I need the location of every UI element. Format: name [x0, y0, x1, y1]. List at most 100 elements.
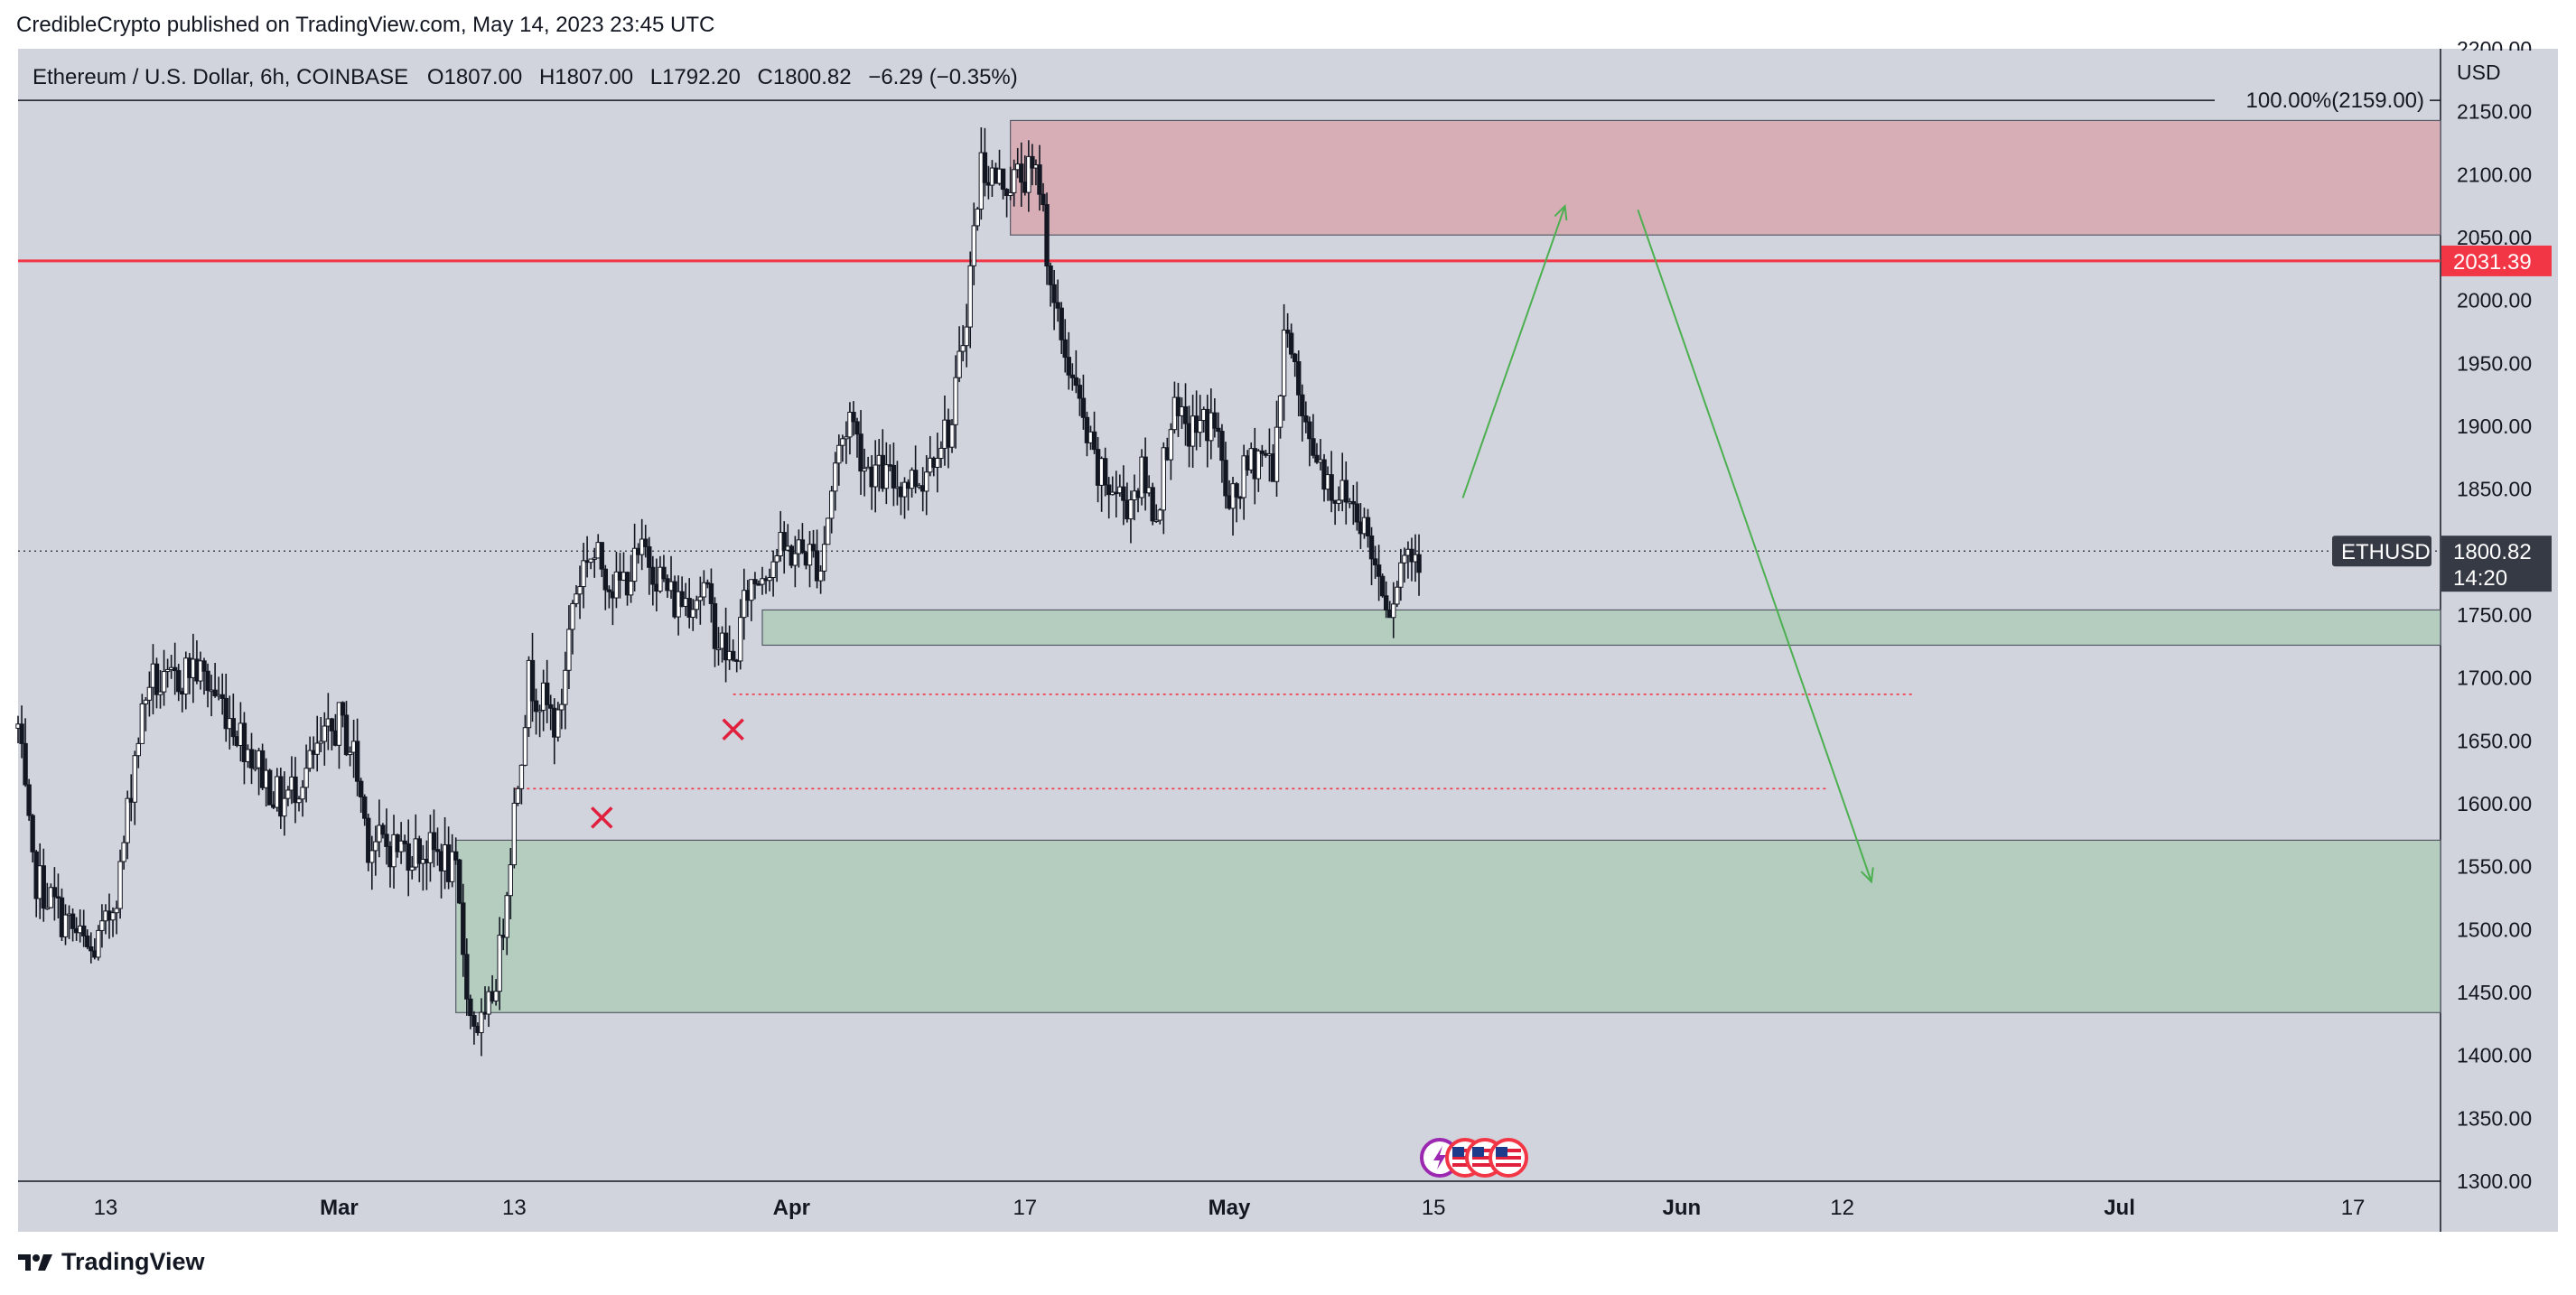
candle[interactable] — [1368, 526, 1375, 586]
candle[interactable] — [44, 882, 51, 910]
candle[interactable] — [486, 986, 491, 1028]
candle[interactable] — [230, 694, 237, 746]
us-flag-icon[interactable] — [1489, 1138, 1528, 1178]
candle[interactable] — [581, 543, 586, 609]
candle[interactable] — [282, 771, 287, 836]
candle[interactable] — [468, 994, 473, 1029]
candle[interactable] — [285, 786, 291, 806]
candle[interactable] — [1051, 269, 1057, 331]
candle[interactable] — [1284, 312, 1291, 349]
candle[interactable] — [613, 551, 620, 609]
candle[interactable] — [252, 749, 258, 772]
candle[interactable] — [504, 891, 509, 955]
candle[interactable] — [471, 1011, 477, 1045]
candle[interactable] — [1216, 412, 1221, 448]
candle[interactable] — [1073, 349, 1079, 394]
candle[interactable] — [157, 670, 163, 709]
candle[interactable] — [799, 523, 806, 554]
candle[interactable] — [938, 441, 944, 469]
candle[interactable] — [300, 779, 305, 817]
candle[interactable] — [1128, 490, 1134, 544]
candle[interactable] — [901, 477, 908, 519]
candle[interactable] — [354, 718, 360, 797]
candle[interactable] — [1030, 144, 1035, 186]
candle[interactable] — [851, 401, 856, 436]
candle[interactable] — [1062, 319, 1068, 373]
candle[interactable] — [971, 202, 976, 285]
candle[interactable] — [1048, 262, 1053, 307]
candle[interactable] — [833, 452, 838, 511]
candle[interactable] — [742, 568, 747, 640]
candle[interactable] — [89, 932, 94, 964]
candle[interactable] — [347, 746, 353, 767]
candle[interactable] — [1106, 477, 1112, 519]
x-mark-icon[interactable] — [722, 718, 744, 741]
x-mark-icon[interactable] — [591, 806, 613, 829]
candle[interactable] — [1000, 168, 1006, 200]
candle[interactable] — [1197, 395, 1203, 448]
candle[interactable] — [132, 750, 137, 825]
candle[interactable] — [577, 565, 583, 620]
candle[interactable] — [708, 568, 714, 623]
candle[interactable] — [883, 442, 890, 505]
candle[interactable] — [912, 445, 919, 494]
candle[interactable] — [588, 558, 593, 570]
candle[interactable] — [384, 808, 389, 865]
candle[interactable] — [1121, 465, 1126, 526]
candle[interactable] — [212, 663, 218, 698]
candle[interactable] — [873, 440, 878, 513]
candle[interactable] — [314, 715, 320, 772]
candle[interactable] — [770, 550, 776, 597]
candle[interactable] — [515, 786, 521, 806]
candle[interactable] — [1168, 423, 1174, 480]
candle[interactable] — [406, 819, 411, 897]
candle[interactable] — [574, 584, 579, 608]
candle[interactable] — [161, 649, 167, 706]
candle[interactable] — [606, 585, 612, 609]
candle[interactable] — [1372, 545, 1378, 580]
candle[interactable] — [358, 778, 364, 814]
candle[interactable] — [730, 639, 736, 662]
candle[interactable] — [431, 809, 437, 868]
candle[interactable] — [1069, 363, 1076, 391]
candle[interactable] — [1234, 481, 1239, 523]
candle[interactable] — [840, 434, 845, 462]
candle[interactable] — [537, 704, 543, 738]
candle[interactable] — [121, 835, 126, 870]
candle[interactable] — [362, 794, 368, 826]
candle[interactable] — [41, 848, 46, 922]
candle[interactable] — [1077, 378, 1083, 416]
candle[interactable] — [369, 835, 375, 890]
candle[interactable] — [1055, 279, 1060, 322]
candle[interactable] — [1311, 414, 1316, 459]
candle[interactable] — [81, 909, 87, 947]
candle[interactable] — [114, 900, 119, 935]
demand-zone[interactable] — [761, 609, 2441, 647]
candle[interactable] — [767, 568, 772, 592]
candle[interactable] — [1288, 323, 1294, 359]
candle[interactable] — [814, 529, 820, 589]
candle[interactable] — [643, 525, 649, 558]
candle[interactable] — [836, 434, 842, 486]
candle[interactable] — [479, 998, 484, 1057]
candle[interactable] — [223, 673, 229, 742]
candle[interactable] — [1066, 331, 1071, 390]
candle[interactable] — [511, 787, 518, 869]
candle[interactable] — [975, 207, 980, 231]
candle[interactable] — [774, 548, 779, 582]
candle[interactable] — [340, 701, 346, 728]
candle[interactable] — [201, 657, 207, 695]
candle[interactable] — [1080, 374, 1087, 430]
candle[interactable] — [30, 814, 35, 863]
candle[interactable] — [522, 714, 528, 767]
candle[interactable] — [781, 521, 787, 574]
candle[interactable] — [1219, 424, 1225, 483]
candle[interactable] — [1241, 444, 1246, 520]
candle[interactable] — [164, 658, 171, 688]
candle[interactable] — [712, 597, 718, 667]
candle[interactable] — [373, 825, 378, 876]
candle[interactable] — [566, 605, 572, 690]
candle[interactable] — [949, 419, 955, 453]
candle[interactable] — [982, 127, 988, 197]
candle[interactable] — [434, 827, 441, 866]
